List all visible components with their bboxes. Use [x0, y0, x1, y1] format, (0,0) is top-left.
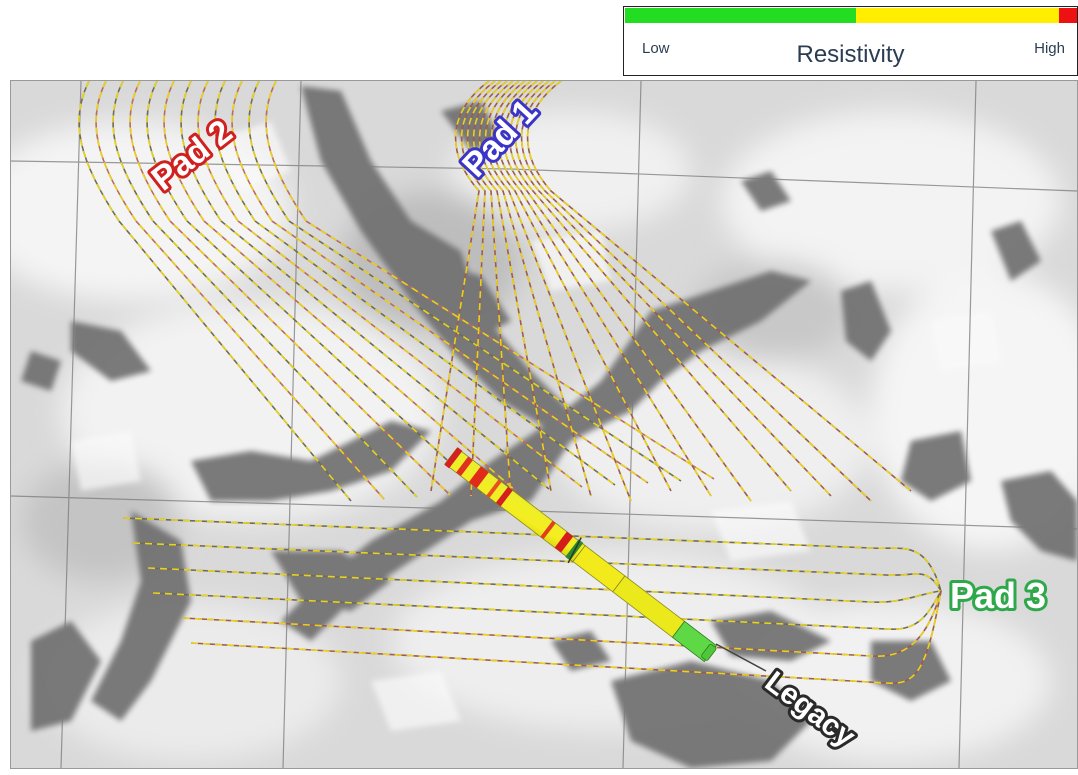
pad-2-well-1 — [78, 81, 352, 502]
pad-3-well-1 — [122, 517, 942, 592]
pad-2-well-10 — [231, 81, 649, 484]
pad-1-well-2 — [460, 81, 496, 497]
legend-low-label: Low — [642, 40, 670, 57]
well-trajectories — [78, 81, 942, 684]
legend-high-label: High — [1034, 40, 1065, 57]
resistivity-log-tool — [444, 447, 717, 663]
pad-2-well-4 — [129, 81, 451, 496]
pad-1-well-8 — [496, 81, 712, 497]
scale-segment-3 — [1058, 8, 1077, 23]
resistivity-color-scale — [625, 8, 1077, 23]
pad-1-well-10 — [508, 81, 792, 492]
scale-segment-2 — [855, 8, 1059, 23]
legacy-well — [444, 447, 767, 672]
pad-1-well-1 — [430, 81, 490, 492]
pad-2-well-12 — [265, 81, 715, 480]
pad-3-well-4 — [152, 590, 942, 630]
pad-3-label: Pad 3 — [950, 575, 1046, 616]
pad-3-well-3 — [147, 567, 942, 603]
pad-1-well-9 — [502, 81, 752, 502]
pad-2-well-2 — [95, 81, 385, 500]
pad-1-well-7 — [490, 81, 672, 492]
pad-1-well-11 — [514, 81, 832, 497]
pad-3-well-2 — [132, 542, 942, 592]
pad-1-well-6 — [484, 81, 632, 502]
pad-1-well-5 — [478, 81, 592, 497]
pad-3-well-6 — [190, 590, 942, 684]
pad-1-well-4 — [472, 81, 552, 492]
terrain-map-view[interactable]: Pad 2 Pad 1 Pad 3 Legacy — [10, 80, 1078, 769]
pad-2-well-11 — [248, 81, 682, 482]
legend-title: Resistivity — [796, 41, 905, 68]
pad-2-well-6 — [163, 81, 517, 492]
pad-1-well-3 — [466, 81, 512, 502]
pad-2-well-8 — [197, 81, 583, 488]
pad-2-well-7 — [180, 81, 550, 490]
pad-3-well-5 — [182, 590, 942, 657]
pad-1-well-12 — [520, 81, 872, 502]
pad-1-well-13 — [526, 81, 912, 492]
resistivity-legend: Low Resistivity High — [623, 6, 1078, 76]
pad-2-well-5 — [146, 81, 484, 494]
terrain-surface — [11, 81, 1077, 768]
scale-segment-1 — [625, 8, 856, 23]
pad-2-well-3 — [112, 81, 418, 498]
pad-2-well-9 — [214, 81, 616, 486]
